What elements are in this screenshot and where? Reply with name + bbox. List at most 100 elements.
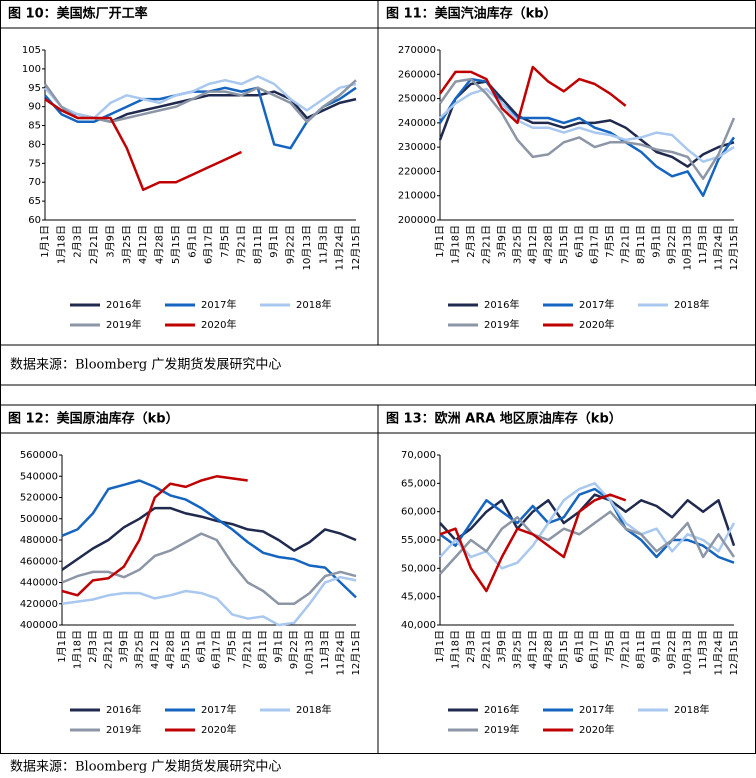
- legend-label: 2017年: [579, 703, 614, 716]
- series-line: [44, 98, 242, 192]
- x-tick-label: 6月1日: [186, 225, 198, 258]
- x-tick-label: 12月15日: [728, 225, 740, 270]
- x-tick-label: 6月1日: [573, 630, 585, 663]
- x-tick-label: 11月24日: [334, 225, 346, 270]
- x-tick-label: 9月1日: [651, 225, 663, 258]
- x-tick-label: 2月3日: [87, 630, 99, 663]
- y-tick-label: 55,000: [401, 535, 436, 546]
- series-line: [438, 65, 627, 125]
- y-tick-label: 65,000: [401, 478, 436, 489]
- y-tick-label: 60: [28, 215, 41, 226]
- legend-label: 2016年: [106, 298, 141, 311]
- y-tick-label: 420000: [20, 599, 58, 610]
- x-tick-label: 9月1日: [268, 225, 280, 258]
- x-tick-label: 7月5日: [604, 630, 616, 663]
- x-tick-label: 2月21日: [102, 630, 114, 669]
- x-tick-label: 9月22日: [666, 630, 678, 669]
- legend-label: 2017年: [201, 703, 236, 716]
- x-tick-label: 10月13日: [301, 225, 313, 270]
- gap: [0, 386, 756, 404]
- chart-title: 图 11：美国汽油库存（kb）: [386, 6, 557, 22]
- legend-label: 2019年: [484, 723, 519, 736]
- chart-title: 图 13：欧洲 ARA 地区原油库存（kb）: [386, 411, 622, 427]
- x-tick-label: 1月1日: [56, 630, 68, 663]
- x-tick-label: 9月22日: [285, 225, 297, 264]
- x-tick-label: 3月9日: [496, 630, 508, 663]
- x-tick-label: 11月3日: [697, 225, 709, 264]
- y-tick-label: 50,000: [401, 563, 436, 574]
- x-tick-label: 5月15日: [558, 630, 570, 669]
- x-tick-label: 8月11日: [252, 225, 264, 264]
- x-tick-label: 3月9日: [104, 225, 116, 258]
- x-tick-label: 1月18日: [71, 630, 83, 669]
- x-tick-label: 4月12日: [527, 630, 539, 669]
- legend-label: 2019年: [106, 723, 141, 736]
- x-tick-label: 2月21日: [480, 630, 492, 669]
- series-line: [439, 493, 627, 593]
- source: 数据来源：Bloomberg 广发期货发展研究中心: [10, 759, 281, 775]
- y-tick-label: 70: [28, 177, 41, 188]
- x-tick-label: 10月13日: [682, 630, 694, 675]
- legend-label: 2019年: [484, 318, 519, 331]
- x-tick-label: 8月11日: [635, 225, 647, 264]
- chart-title: 图 12：美国原油库存（kb）: [8, 411, 179, 427]
- legend-label: 2018年: [674, 703, 709, 716]
- x-tick-label: 7月21日: [620, 225, 632, 264]
- x-tick-label: 6月17日: [203, 225, 215, 264]
- y-tick-label: 80: [28, 139, 41, 150]
- x-tick-label: 3月25日: [133, 630, 145, 669]
- source: 数据来源：Bloomberg 广发期货发展研究中心: [10, 357, 281, 373]
- series-line: [61, 575, 357, 627]
- x-tick-label: 11月24日: [713, 225, 725, 270]
- y-tick-label: 460000: [20, 556, 58, 567]
- series-line: [44, 86, 357, 150]
- legend-label: 2017年: [201, 298, 236, 311]
- y-tick-label: 260000: [398, 69, 436, 80]
- x-tick-label: 4月28日: [154, 225, 166, 264]
- x-tick-label: 1月1日: [39, 225, 51, 258]
- legend-label: 2018年: [296, 703, 331, 716]
- x-tick-label: 5月15日: [180, 630, 192, 669]
- x-tick-label: 1月1日: [434, 630, 446, 663]
- y-tick-label: 95: [28, 83, 41, 94]
- x-tick-label: 2月3日: [72, 225, 84, 258]
- x-tick-label: 9月1日: [273, 630, 285, 663]
- x-tick-label: 2月3日: [465, 630, 477, 663]
- y-tick-label: 105: [22, 45, 41, 56]
- x-tick-label: 11月3日: [319, 630, 331, 669]
- x-tick-label: 4月28日: [164, 630, 176, 669]
- x-tick-label: 3月25日: [121, 225, 133, 264]
- series-line: [44, 75, 357, 120]
- y-tick-label: 60,000: [401, 507, 436, 518]
- series-line: [61, 475, 248, 597]
- x-tick-label: 11月3日: [317, 225, 329, 264]
- x-tick-label: 1月18日: [55, 225, 67, 264]
- y-tick-label: 100: [22, 64, 41, 75]
- y-tick-label: 70,000: [401, 450, 436, 461]
- series-line: [439, 482, 736, 570]
- x-tick-label: 2月21日: [88, 225, 100, 264]
- x-tick-label: 3月9日: [118, 630, 130, 663]
- x-tick-label: 6月17日: [211, 630, 223, 669]
- legend-label: 2016年: [106, 703, 141, 716]
- x-tick-label: 7月21日: [620, 630, 632, 669]
- series-line: [439, 510, 736, 575]
- x-tick-label: 9月22日: [288, 630, 300, 669]
- y-tick-label: 240000: [398, 118, 436, 129]
- series-line: [439, 487, 735, 564]
- y-tick-label: 200000: [398, 215, 436, 226]
- y-tick-label: 90: [28, 102, 41, 113]
- x-tick-label: 7月5日: [219, 225, 231, 258]
- x-tick-label: 3月25日: [511, 630, 523, 669]
- x-tick-label: 10月13日: [682, 225, 694, 270]
- series-line: [438, 77, 736, 197]
- series-line: [438, 77, 736, 180]
- y-tick-label: 230000: [398, 142, 436, 153]
- series-line: [439, 87, 735, 163]
- series-line: [439, 493, 736, 547]
- legend-label: 2020年: [201, 318, 236, 331]
- legend-label: 2020年: [579, 723, 614, 736]
- x-tick-label: 4月28日: [542, 225, 554, 264]
- x-tick-label: 5月15日: [170, 225, 182, 264]
